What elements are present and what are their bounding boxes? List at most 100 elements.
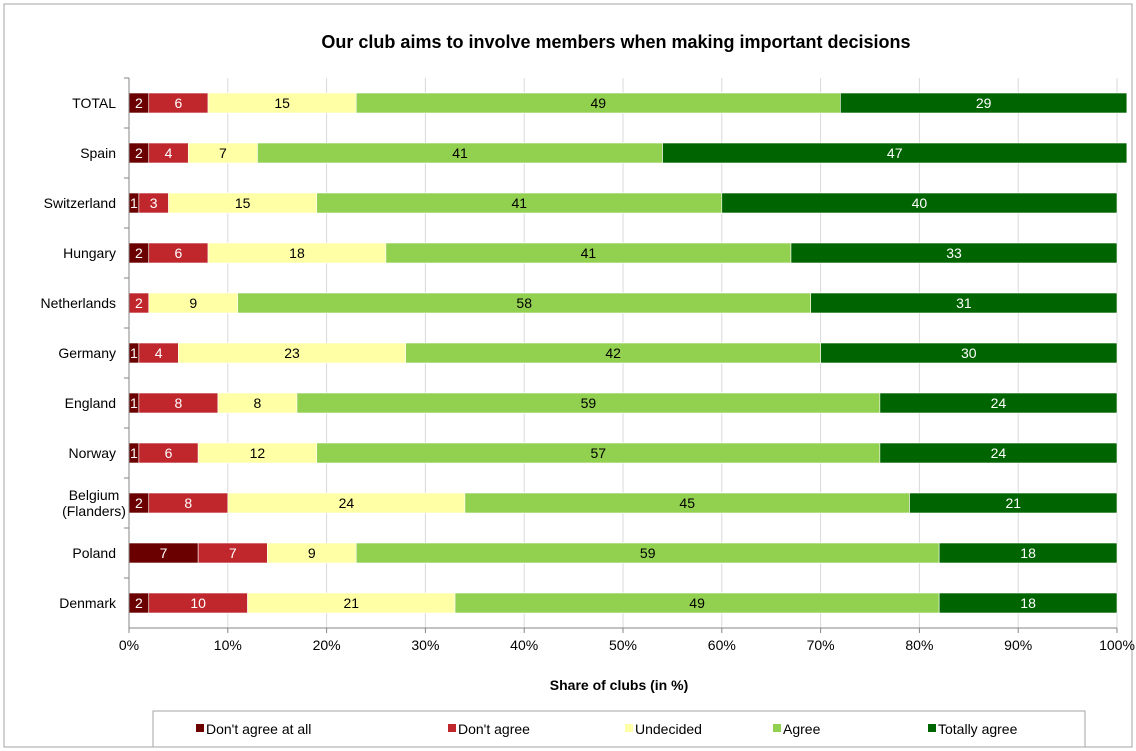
bars: 2615492924741471315414026184133029583114… <box>125 92 1128 614</box>
data-label: 33 <box>946 245 962 261</box>
legend-swatch <box>448 724 456 732</box>
data-label: 59 <box>640 545 656 561</box>
category-label-line: Switzerland <box>44 195 116 211</box>
data-label: 2 <box>135 595 143 611</box>
data-label: 59 <box>581 395 597 411</box>
data-label: 21 <box>344 595 360 611</box>
data-label: 6 <box>175 245 183 261</box>
data-label: 8 <box>184 495 192 511</box>
data-label: 2 <box>135 245 143 261</box>
data-label: 41 <box>452 145 468 161</box>
legend-swatch <box>625 724 633 732</box>
bar-segment <box>820 342 1118 364</box>
data-label: 24 <box>991 445 1007 461</box>
x-tick-label: 30% <box>411 637 439 653</box>
data-label: 12 <box>250 445 266 461</box>
data-label: 1 <box>130 395 138 411</box>
bar-segment <box>879 392 1118 414</box>
x-tick-label: 90% <box>1004 637 1032 653</box>
bar-segment <box>879 442 1118 464</box>
axes: 0% 10% 20% 30% 40% 50% 60% 70% 80% 90% 100% TOTAL Sp… <box>41 77 1135 653</box>
x-tick-label: 80% <box>905 637 933 653</box>
category-label-line: Belgium <box>69 487 120 503</box>
data-label: 1 <box>130 195 138 211</box>
data-label: 41 <box>581 245 597 261</box>
data-label: 47 <box>887 145 903 161</box>
legend-swatch <box>928 724 936 732</box>
category-label-line: TOTAL <box>72 95 116 111</box>
category-label-line: Netherlands <box>41 295 117 311</box>
data-label: 29 <box>976 95 992 111</box>
data-label: 4 <box>165 145 173 161</box>
legend-swatch <box>196 724 204 732</box>
chart-title: Our club aims to involve members when ma… <box>321 32 910 52</box>
x-tick-label: 20% <box>313 637 341 653</box>
x-tick-label: 50% <box>609 637 637 653</box>
data-label: 18 <box>289 245 305 261</box>
data-label: 57 <box>591 445 607 461</box>
bar-segment <box>938 542 1118 564</box>
category-label: Netherlands <box>41 295 117 311</box>
bar-segment <box>662 142 1128 164</box>
x-tick-label: 40% <box>510 637 538 653</box>
data-label: 41 <box>511 195 527 211</box>
data-label: 3 <box>150 195 158 211</box>
data-label: 8 <box>175 395 183 411</box>
x-tick-label: 10% <box>214 637 242 653</box>
category-label-line: Germany <box>58 345 116 361</box>
category-label: Denmark <box>59 595 117 611</box>
category-label: Germany <box>58 345 116 361</box>
data-label: 30 <box>961 345 977 361</box>
category-label: Poland <box>72 545 116 561</box>
legend-label: Don't agree at all <box>206 721 311 737</box>
category-label-line: Poland <box>72 545 116 561</box>
data-label: 1 <box>130 345 138 361</box>
category-label-line: Denmark <box>59 595 117 611</box>
data-label: 6 <box>165 445 173 461</box>
legend: Don't agree at all Don't agree Undecided Ag… <box>152 710 1086 748</box>
data-label: 23 <box>284 345 300 361</box>
data-label: 24 <box>991 395 1007 411</box>
data-label: 40 <box>912 195 928 211</box>
data-label: 58 <box>516 295 532 311</box>
legend-label: Agree <box>783 721 821 737</box>
category-label-line: Spain <box>80 145 116 161</box>
x-axis-title: Share of clubs (in %) <box>550 677 688 693</box>
data-label: 9 <box>189 295 197 311</box>
data-label: 2 <box>135 95 143 111</box>
data-label: 2 <box>135 495 143 511</box>
data-label: 49 <box>591 95 607 111</box>
data-label: 15 <box>274 95 290 111</box>
data-label: 2 <box>135 145 143 161</box>
category-label-line: Norway <box>69 445 116 461</box>
data-label: 6 <box>175 95 183 111</box>
bar-segment <box>810 292 1118 314</box>
data-label: 45 <box>679 495 695 511</box>
category-label: TOTAL <box>72 95 116 111</box>
data-label: 1 <box>130 445 138 461</box>
category-label: Norway <box>69 445 116 461</box>
data-label: 18 <box>1020 595 1036 611</box>
data-label: 31 <box>956 295 972 311</box>
legend-label: Totally agree <box>938 721 1018 737</box>
data-label: 49 <box>689 595 705 611</box>
category-label-line: (Flanders) <box>62 503 126 519</box>
data-label: 15 <box>235 195 251 211</box>
category-label-line: Hungary <box>63 245 116 261</box>
x-tick-label: 60% <box>708 637 736 653</box>
data-label: 4 <box>155 345 163 361</box>
x-tick-label: 0% <box>119 637 139 653</box>
bar-segment <box>938 592 1118 614</box>
category-label: Hungary <box>63 245 116 261</box>
x-tick-label: 100% <box>1099 637 1135 653</box>
category-label: Switzerland <box>44 195 116 211</box>
data-label: 18 <box>1020 545 1036 561</box>
bar-segment <box>909 492 1118 514</box>
data-label: 7 <box>229 545 237 561</box>
data-label: 8 <box>254 395 262 411</box>
legend-swatch <box>773 724 781 732</box>
category-label: Belgium (Flanders) <box>62 487 126 519</box>
bar-segment <box>840 92 1128 114</box>
bar-segment <box>790 242 1118 264</box>
